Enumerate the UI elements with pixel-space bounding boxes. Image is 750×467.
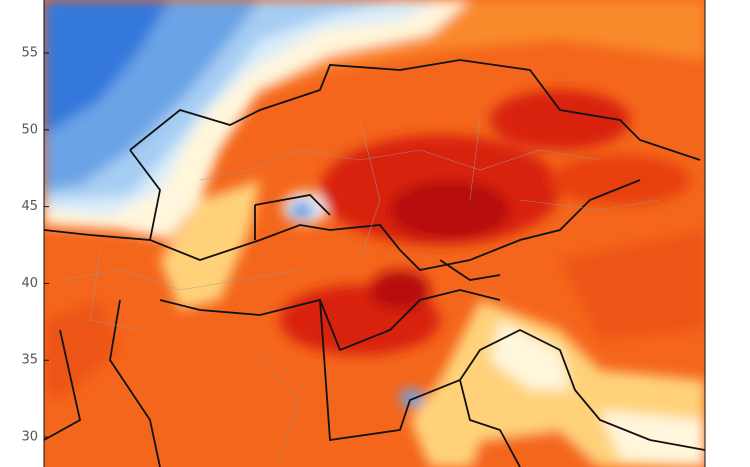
y-tick-label: 55 xyxy=(21,45,38,60)
y-tick-label: 40 xyxy=(21,276,38,291)
y-tick-label: 45 xyxy=(21,199,38,214)
region-borders xyxy=(59,119,661,461)
temperature-field xyxy=(44,0,705,467)
y-tick-label: 30 xyxy=(21,430,38,445)
country-borders xyxy=(44,59,705,467)
y-tick-label: 35 xyxy=(21,353,38,368)
y-tick-label: 50 xyxy=(21,122,38,137)
